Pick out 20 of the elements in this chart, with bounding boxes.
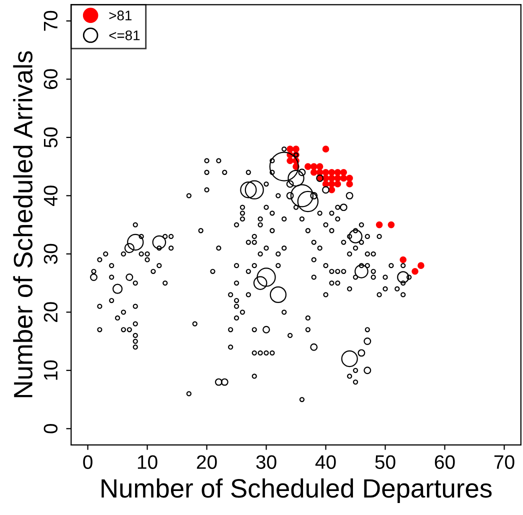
y-tick-label: 50 xyxy=(44,127,58,148)
y-axis-title: Number of Scheduled Arrivals xyxy=(13,51,33,398)
x-tick-label: 70 xyxy=(494,455,514,469)
y-tick-label: 30 xyxy=(44,244,58,264)
legend-label: <=81 xyxy=(109,30,140,40)
x-tick-label: 30 xyxy=(256,455,276,469)
y-tick-label: 10 xyxy=(44,360,58,380)
x-tick-label: 10 xyxy=(138,455,158,469)
x-tick-label: 50 xyxy=(375,455,396,469)
y-tick-label: 20 xyxy=(44,302,58,322)
x-axis-title: Number of Scheduled Departures xyxy=(102,478,492,503)
y-tick-label: 70 xyxy=(44,10,58,31)
y-tick-label: 40 xyxy=(44,186,58,206)
x-tick-label: 40 xyxy=(315,455,336,469)
x-tick-label: 20 xyxy=(196,455,217,469)
legend-label: >81 xyxy=(109,10,132,20)
x-tick-label: 60 xyxy=(434,455,455,469)
y-tick-label: 0 xyxy=(44,424,58,434)
x-tick-label: 0 xyxy=(83,455,92,469)
y-tick-label: 60 xyxy=(44,69,58,90)
